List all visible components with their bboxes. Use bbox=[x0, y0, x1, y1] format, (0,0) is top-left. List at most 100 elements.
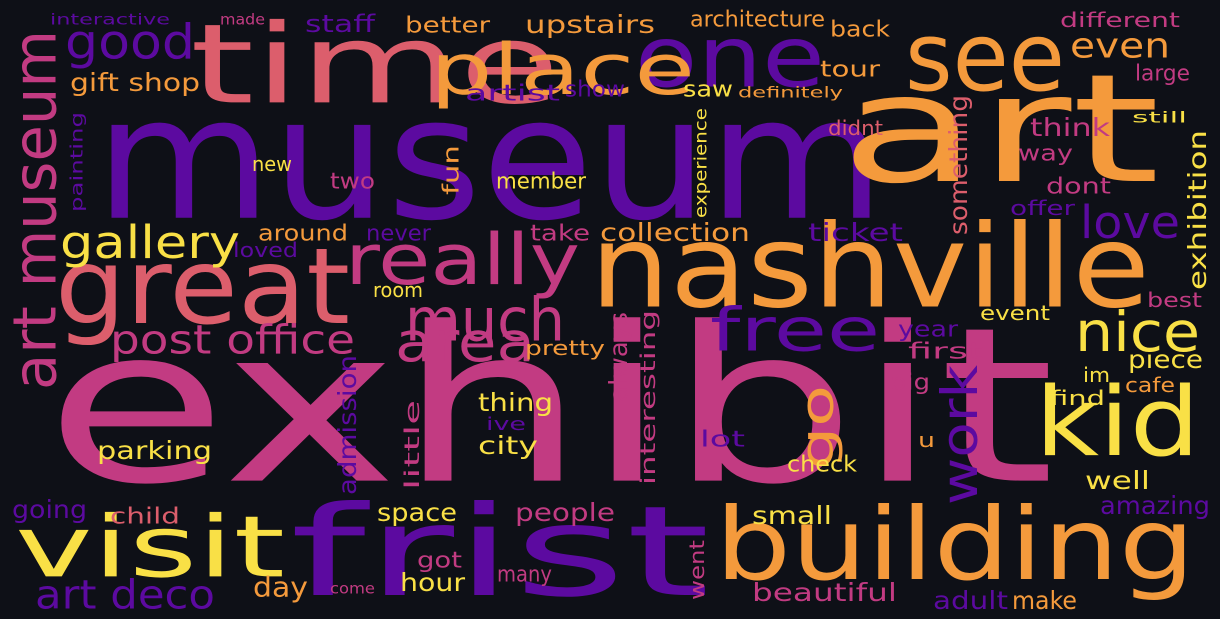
word-painting: painting bbox=[66, 112, 87, 212]
word-cafe: cafe bbox=[1125, 373, 1175, 397]
word-hour: hour bbox=[400, 567, 465, 597]
word-always: always bbox=[603, 312, 633, 402]
word-member: member bbox=[496, 168, 586, 194]
word-made: made bbox=[220, 10, 265, 29]
word-im: im bbox=[1083, 363, 1110, 387]
word-gift-shop: gift shop bbox=[70, 67, 200, 97]
word-lot: lot bbox=[700, 426, 745, 452]
word-staff: staff bbox=[305, 9, 375, 38]
word-great: great bbox=[55, 225, 350, 349]
word-collection: collection bbox=[600, 217, 750, 247]
word-big: big bbox=[890, 369, 930, 395]
word-day: day bbox=[253, 570, 308, 604]
word-good: good bbox=[65, 13, 195, 70]
word-around: around bbox=[258, 220, 348, 246]
word-kid: kid bbox=[1035, 366, 1200, 478]
word-museum: museum bbox=[95, 59, 885, 259]
word-art-museum: art museum bbox=[0, 30, 70, 391]
word-one: one bbox=[635, 7, 825, 107]
word-interesting: interesting bbox=[636, 310, 660, 485]
word-show: show bbox=[565, 76, 625, 102]
word-nashville: nashville bbox=[590, 199, 1150, 335]
word-many: many bbox=[497, 561, 552, 587]
word-exhibition: exhibition bbox=[1182, 130, 1212, 290]
word-love: love bbox=[1080, 195, 1180, 249]
word-going: going bbox=[12, 494, 87, 524]
word-got: got bbox=[417, 547, 462, 573]
word-people: people bbox=[515, 497, 615, 527]
word-area: area bbox=[395, 310, 535, 375]
word-architecture: architecture bbox=[690, 6, 825, 32]
word-post-office: post office bbox=[110, 316, 355, 364]
word-two: two bbox=[330, 168, 375, 194]
word-see: see bbox=[905, 1, 1065, 113]
word-offer: offer bbox=[1010, 196, 1075, 220]
word-pretty: pretty bbox=[525, 336, 605, 360]
word-city: city bbox=[478, 430, 538, 460]
word-make: make bbox=[1012, 585, 1077, 615]
word-child: child bbox=[110, 503, 180, 529]
word-work: work bbox=[930, 365, 990, 505]
word-think: think bbox=[1030, 112, 1110, 142]
word-check: check bbox=[787, 451, 857, 477]
word-still: still bbox=[1132, 108, 1187, 127]
word-better: better bbox=[405, 12, 490, 38]
word-upstairs: upstairs bbox=[525, 9, 655, 39]
word-parking: parking bbox=[97, 435, 212, 465]
word-much: much bbox=[405, 284, 565, 355]
word-beautiful: beautiful bbox=[752, 577, 897, 607]
word-piece: piece bbox=[1128, 344, 1203, 374]
word-find: find bbox=[1050, 386, 1105, 410]
word-back: back bbox=[830, 16, 890, 42]
word-different: different bbox=[1060, 8, 1180, 32]
word-time: time bbox=[190, 0, 560, 129]
word-well: well bbox=[1085, 465, 1150, 495]
word-thing: thing bbox=[478, 387, 553, 417]
word-dont: dont bbox=[1046, 173, 1111, 199]
word-went: went bbox=[685, 540, 709, 600]
word-frist: frist bbox=[290, 478, 710, 619]
word-saw: saw bbox=[683, 76, 733, 102]
word-room: room bbox=[373, 278, 423, 302]
word-space: space bbox=[377, 497, 457, 527]
word-first: first bbox=[908, 338, 983, 364]
word-building: building bbox=[715, 486, 1195, 603]
word-free: free bbox=[710, 294, 880, 365]
word-ive: ive bbox=[486, 413, 526, 435]
word-best: best bbox=[1147, 288, 1202, 312]
word-visit: visit bbox=[15, 497, 285, 597]
word-way: way bbox=[1018, 140, 1073, 166]
word-nice: nice bbox=[1075, 300, 1200, 365]
word-artist: artist bbox=[465, 80, 560, 106]
word-interactive: interactive bbox=[50, 10, 170, 29]
word-gallery: gallery bbox=[60, 215, 240, 269]
word-large: large bbox=[1135, 60, 1190, 86]
word-event: event bbox=[980, 301, 1050, 325]
word-u: u bbox=[918, 428, 935, 452]
word-little: little bbox=[400, 400, 424, 490]
word-ticket: ticket bbox=[808, 217, 903, 247]
word-art: art bbox=[840, 41, 1160, 217]
word-year: year bbox=[898, 316, 958, 342]
word-small: small bbox=[752, 500, 832, 530]
word-art-deco: art deco bbox=[35, 571, 215, 619]
word-take: take bbox=[530, 220, 590, 246]
word-admission: admission bbox=[332, 355, 362, 495]
word-fun: fun bbox=[438, 145, 464, 195]
word-amazing: amazing bbox=[1100, 490, 1210, 520]
word-even: even bbox=[1070, 24, 1170, 66]
word-experience: experience bbox=[690, 108, 711, 218]
word-loved: loved bbox=[233, 238, 298, 262]
word-exhibit: exhibit bbox=[45, 280, 1055, 533]
word-adult: adult bbox=[933, 585, 1008, 615]
word-something: something bbox=[943, 95, 973, 235]
word-new: new bbox=[252, 152, 292, 176]
word-come: come bbox=[330, 579, 375, 598]
word-really: really bbox=[345, 218, 580, 301]
word-didnt: didnt bbox=[828, 116, 883, 140]
word-place: place bbox=[430, 28, 695, 111]
word-never: never bbox=[366, 220, 431, 246]
word-definitely: definitely bbox=[738, 83, 843, 102]
word-tour: tour bbox=[820, 56, 880, 82]
